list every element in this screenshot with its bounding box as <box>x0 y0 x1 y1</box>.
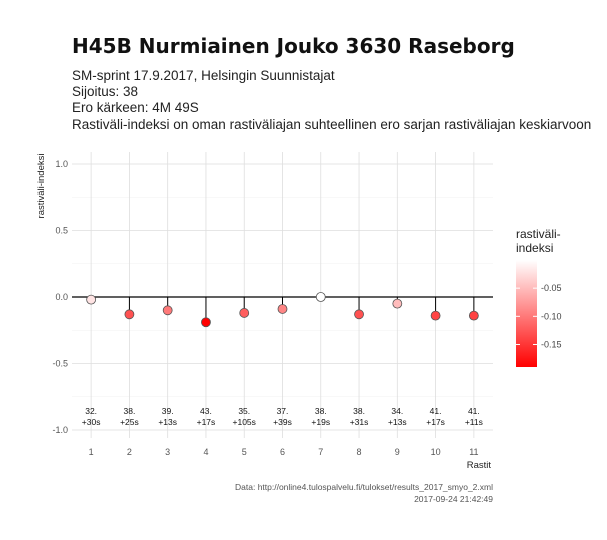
annotation-rank: 43. <box>200 406 212 416</box>
color-legend: rastiväli- indeksi -0.05 -0.10 -0.15 <box>516 227 562 367</box>
x-tick-label: 7 <box>318 447 323 457</box>
annotation-rank: 41. <box>468 406 480 416</box>
y-tick-label: -1.0 <box>52 425 68 435</box>
x-tick-label: 4 <box>203 447 208 457</box>
x-tick-label: 5 <box>242 447 247 457</box>
annotation-diff: +19s <box>311 417 330 427</box>
annotation-diff: +11s <box>465 417 483 427</box>
chart-subtitle-line-2: Sijoitus: 38 <box>72 84 138 99</box>
y-axis-title: rastiväli-indeksi <box>36 154 47 219</box>
y-tick-label: 0.0 <box>55 292 68 302</box>
caption-timestamp: 2017-09-24 21:42:49 <box>414 494 493 504</box>
x-tick-label: 6 <box>280 447 285 457</box>
annotation-diff: +17s <box>426 417 445 427</box>
caption-source: Data: http://online4.tulospalvelu.fi/tul… <box>235 482 493 492</box>
annotation-diff: +30s <box>82 417 101 427</box>
annotation-diff: +25s <box>120 417 139 427</box>
y-tick-label: 1.0 <box>55 159 68 169</box>
annotations: 32.+30s38.+25s39.+13s43.+17s35.+105s37.+… <box>82 406 483 427</box>
data-point <box>354 309 364 320</box>
data-point <box>162 305 173 316</box>
data-point <box>239 308 250 318</box>
x-tick-label: 10 <box>431 447 441 457</box>
legend-title-line-1: rastiväli- <box>516 227 561 241</box>
data-point <box>392 298 403 309</box>
x-axis-title: Rastit <box>467 460 492 471</box>
x-tick-label: 8 <box>357 447 362 457</box>
annotation-rank: 37. <box>277 406 289 416</box>
x-tick-label: 11 <box>469 447 478 457</box>
annotation-diff: +105s <box>233 417 256 427</box>
legend-title-line-2: indeksi <box>516 241 553 255</box>
data-point <box>277 304 288 314</box>
y-axis-ticks: 1.0 0.5 0.0 -0.5 -1.0 <box>52 159 68 435</box>
annotation-diff: +17s <box>197 417 216 427</box>
annotation-rank: 32. <box>85 406 97 416</box>
chart-subtitle-line-3: Ero kärkeen: 4M 49S <box>72 100 199 115</box>
legend-tick-label: -0.10 <box>541 311 562 321</box>
x-tick-label: 3 <box>165 447 170 457</box>
annotation-rank: 38. <box>123 406 135 416</box>
annotation-rank: 38. <box>353 406 365 416</box>
data-point <box>86 294 97 305</box>
legend-color-bar <box>516 260 537 367</box>
legend-ticks: -0.05 -0.10 -0.15 <box>516 283 562 349</box>
annotation-rank: 38. <box>315 406 327 416</box>
annotation-rank: 34. <box>391 406 403 416</box>
annotation-diff: +13s <box>388 417 407 427</box>
annotation-rank: 39. <box>162 406 174 416</box>
y-tick-label: 0.5 <box>55 226 68 236</box>
legend-tick-label: -0.15 <box>541 339 562 349</box>
chart-subtitle-line-1: SM-sprint 17.9.2017, Helsingin Suunnista… <box>72 68 335 83</box>
data-point <box>124 309 135 320</box>
x-tick-label: 9 <box>395 447 400 457</box>
annotation-diff: +31s <box>350 417 369 427</box>
data-point <box>315 292 326 302</box>
x-tick-label: 2 <box>127 447 132 457</box>
annotation-rank: 35. <box>238 406 250 416</box>
chart-title: H45B Nurmiainen Jouko 3630 Raseborg <box>72 34 515 58</box>
plot-grid <box>72 152 493 438</box>
chart-subtitle-line-4: Rastiväli-indeksi on oman rastiväliajan … <box>72 117 591 132</box>
data-point <box>468 310 479 321</box>
legend-tick-label: -0.05 <box>541 283 562 293</box>
x-tick-label: 1 <box>89 447 94 457</box>
data-marks <box>72 292 493 328</box>
annotation-diff: +13s <box>158 417 177 427</box>
x-axis-ticks: 1 2 3 4 5 6 7 8 9 10 11 <box>89 447 479 457</box>
annotation-diff: +39s <box>273 417 292 427</box>
data-point <box>430 310 441 321</box>
annotation-rank: 41. <box>430 406 442 416</box>
y-tick-label: -0.5 <box>52 359 68 369</box>
data-point <box>201 317 211 328</box>
